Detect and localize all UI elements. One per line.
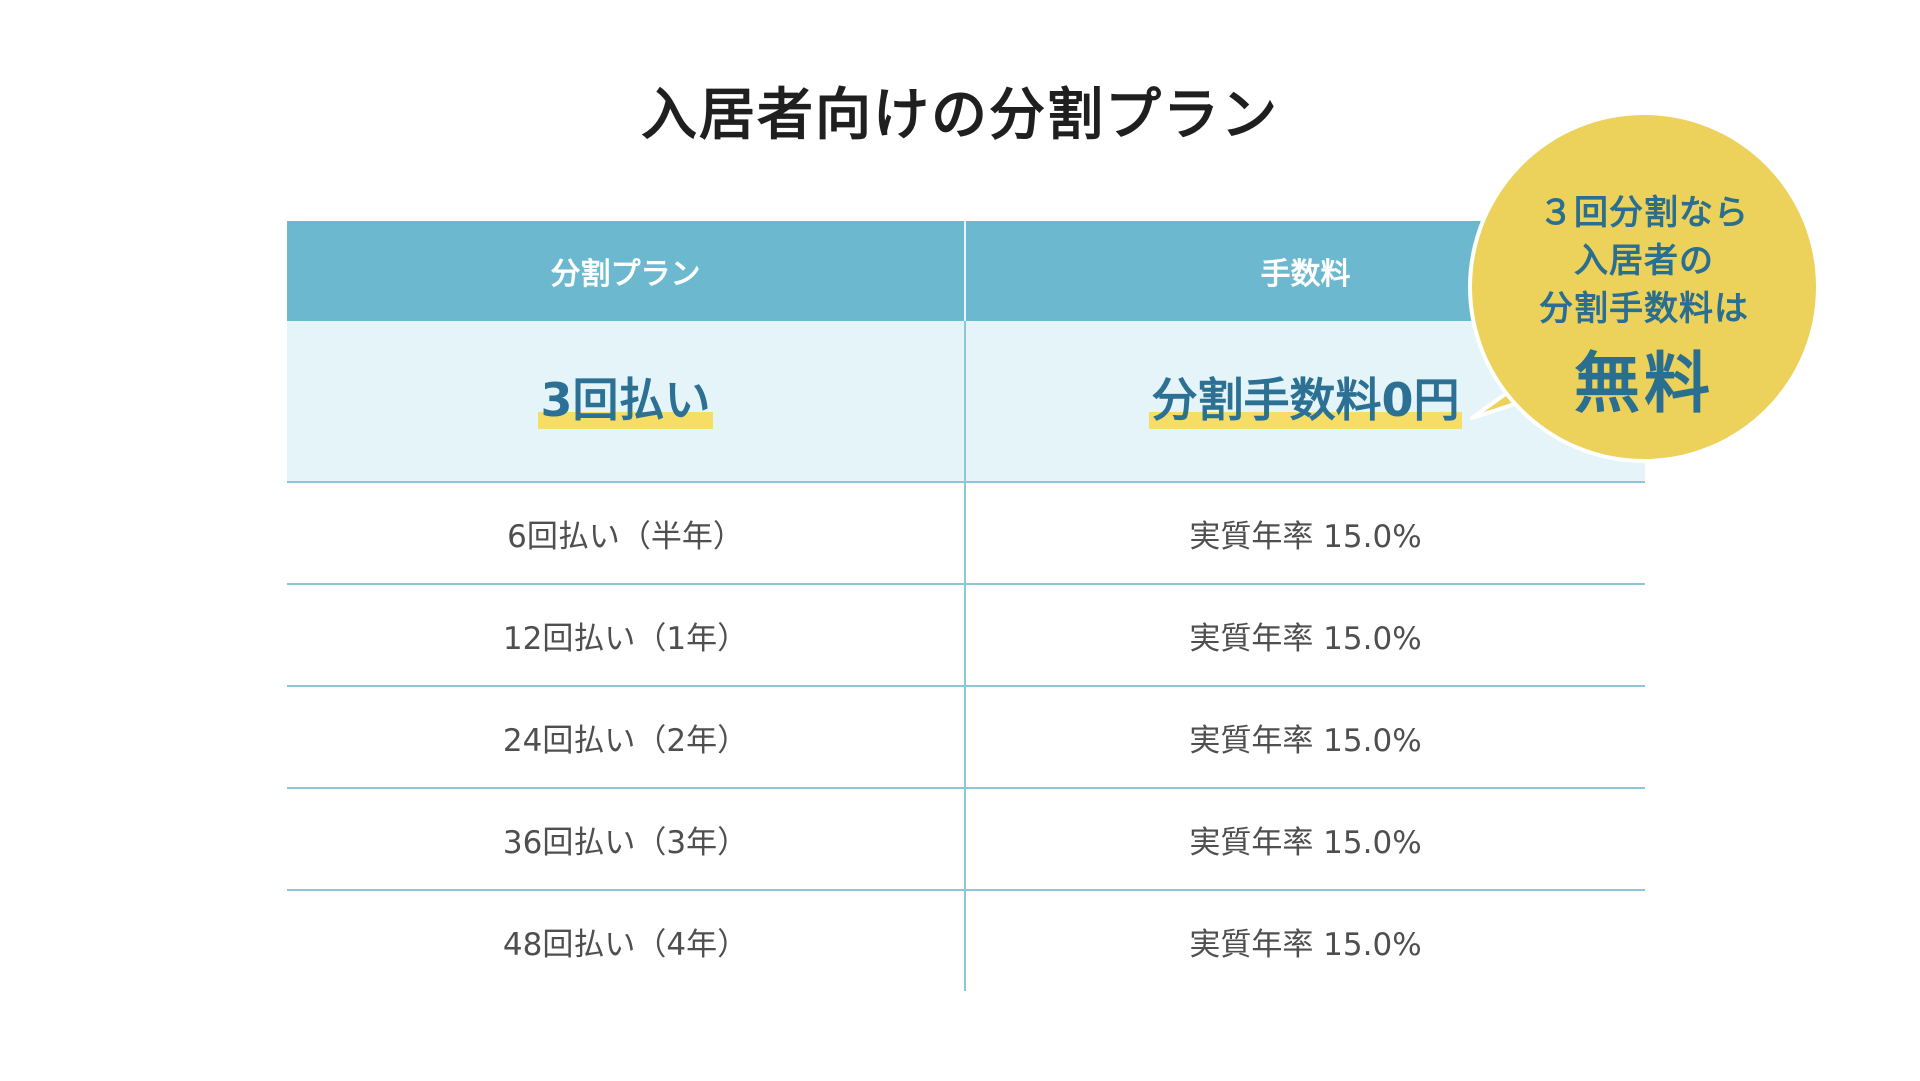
callout-line-2: 入居者の (1574, 241, 1714, 281)
table-row: 24回払い（2年） 実質年率 15.0% (287, 686, 1645, 789)
table-row: 6回払い（半年） 実質年率 15.0% (287, 482, 1645, 585)
plan-cell: 12回払い（1年） (287, 584, 965, 687)
table-header-row: 分割プラン 手数料 (287, 221, 1645, 321)
fee-cell: 実質年率 15.0% (964, 584, 1645, 687)
featured-row: 3回払い 分割手数料0円 (287, 321, 1645, 483)
page-title: 入居者向けの分割プラン (641, 83, 1279, 148)
plan-cell: 36回払い（3年） (287, 788, 965, 891)
featured-fee: 分割手数料0円 (1149, 373, 1462, 429)
featured-plan: 3回払い (538, 373, 713, 429)
plan-cell: 6回払い（半年） (287, 482, 965, 585)
fee-cell: 実質年率 15.0% (964, 482, 1645, 585)
fee-cell: 実質年率 15.0% (964, 686, 1645, 789)
fee-cell: 実質年率 15.0% (964, 890, 1645, 991)
installment-plan-table: 分割プラン 手数料 3回払い 分割手数料0円 6回払い（半年） 実質年率 15.… (287, 221, 1645, 991)
table-row: 12回払い（1年） 実質年率 15.0% (287, 584, 1645, 687)
plan-cell: 48回払い（4年） (502, 926, 749, 963)
table-row: 48回払い（4年） 実質年率 15.0% (287, 890, 1645, 991)
plan-cell: 24回払い（2年） (287, 686, 965, 789)
table-row: 36回払い（3年） 実質年率 15.0% (287, 788, 1645, 891)
free-fee-callout-bubble: ３回分割なら 入居者の 分割手数料は 無料 (1472, 115, 1816, 459)
header-plan: 分割プラン (287, 221, 965, 321)
callout-line-3: 分割手数料は (1539, 289, 1749, 329)
callout-emphasis: 無料 (1574, 345, 1714, 422)
callout-line-1: ３回分割なら (1539, 193, 1749, 233)
fee-cell: 実質年率 15.0% (964, 788, 1645, 891)
featured-plan-cell: 3回払い (287, 321, 965, 483)
